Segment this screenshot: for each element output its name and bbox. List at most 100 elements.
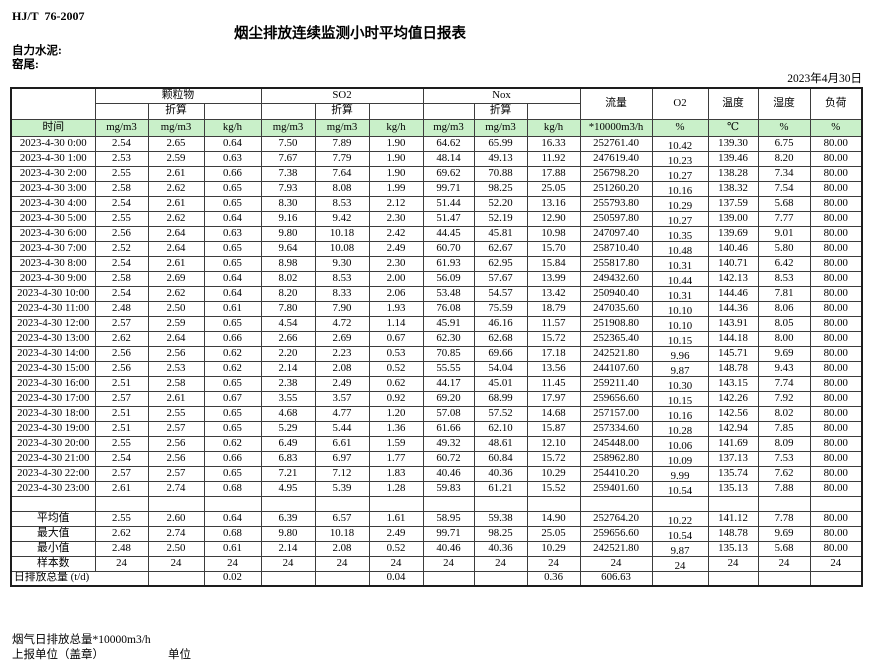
value-cell-text: 0.66 <box>223 451 242 464</box>
value-cell: 61.21 <box>473 480 528 497</box>
time-cell: 2023-4-30 13:00 <box>10 330 96 347</box>
value-cell: 259401.60 <box>579 480 653 497</box>
blank-cell <box>757 495 811 512</box>
unit-cell: mg/m3 <box>422 118 475 137</box>
value-cell-text: 8.00 <box>774 331 794 344</box>
value-cell-text: 40.46 <box>436 466 461 479</box>
value-cell: 251908.80 <box>579 315 653 332</box>
summary-value-cell: 2.48 <box>94 540 149 557</box>
value-cell-text: 2.57 <box>112 466 131 479</box>
value-cell: 51.47 <box>422 210 475 227</box>
value-cell-text: 8.02 <box>774 406 794 419</box>
value-cell: 80.00 <box>809 270 863 287</box>
value-cell-text: 60.70 <box>436 241 461 254</box>
value-cell-text: 4.72 <box>332 316 352 329</box>
value-cell-text: 0.65 <box>223 421 242 434</box>
value-cell-text: 69.62 <box>436 166 461 179</box>
time-cell-text: 2023-4-30 16:00 <box>17 376 90 389</box>
value-cell-text: 247035.60 <box>593 301 639 314</box>
summary-value-cell: 0.64 <box>203 510 262 527</box>
summary-value-cell: 2.49 <box>368 525 424 542</box>
summary-value-cell-text: 80.00 <box>823 541 848 554</box>
daily-total-value-cell <box>260 570 316 587</box>
converted-label-so2: 折算 <box>314 102 370 120</box>
value-cell-text: 2.14 <box>278 361 298 374</box>
value-cell: 60.84 <box>473 450 528 467</box>
value-cell: 69.20 <box>422 390 475 407</box>
footer-signature-line: 上报单位（盖章） 单位 <box>12 646 412 662</box>
value-cell: 0.67 <box>368 330 424 347</box>
summary-value-cell-text: 2.48 <box>112 541 131 554</box>
value-cell-text: 7.21 <box>278 466 298 479</box>
value-cell: 2.55 <box>94 435 149 452</box>
value-cell: 145.71 <box>707 345 759 362</box>
time-cell: 2023-4-30 22:00 <box>10 465 96 482</box>
value-cell: 61.66 <box>422 420 475 437</box>
value-cell: 2.08 <box>314 360 370 377</box>
value-cell: 247035.60 <box>579 300 653 317</box>
value-cell: 80.00 <box>809 240 863 257</box>
hour-row: 2023-4-30 23:00 2.61 2.74 0.68 4.95 5.39 1.28 5… <box>10 480 863 497</box>
value-cell: 54.04 <box>473 360 528 377</box>
value-cell-text: 17.88 <box>541 166 566 179</box>
value-cell: 0.65 <box>203 375 262 392</box>
value-cell: 2.62 <box>147 285 205 302</box>
value-cell-text: 13.99 <box>541 271 566 284</box>
value-cell-text: 144.18 <box>718 331 748 344</box>
value-cell: 2.54 <box>94 255 149 272</box>
value-cell: 49.13 <box>473 150 528 167</box>
hour-row: 2023-4-30 16:00 2.51 2.58 0.65 2.38 2.49 0.62 4… <box>10 375 863 392</box>
daily-total-label-cell-text: 日排放总量 (t/d) <box>14 571 90 584</box>
value-cell-text: 68.99 <box>488 391 513 404</box>
summary-value-cell-text: 24 <box>227 556 238 569</box>
time-cell-text: 2023-4-30 2:00 <box>19 166 87 179</box>
hour-row: 2023-4-30 6:00 2.56 2.64 0.63 9.80 10.18 2.42 4… <box>10 225 863 242</box>
daily-total-value-cell-text: 606.63 <box>601 571 631 584</box>
value-cell-text: 64.62 <box>436 136 461 149</box>
value-cell-text: 4.54 <box>278 316 298 329</box>
value-cell-text: 7.93 <box>278 181 298 194</box>
value-cell-text: 15.72 <box>541 331 566 344</box>
value-cell: 0.65 <box>203 465 262 482</box>
value-cell-text: 10.29 <box>541 466 566 479</box>
value-cell-text: 2.74 <box>166 481 186 494</box>
value-cell-text: 3.55 <box>278 391 298 404</box>
value-cell-text: 247097.40 <box>593 226 639 239</box>
value-cell-text: 143.15 <box>718 376 748 389</box>
daily-total-value-cell <box>422 570 475 587</box>
unit-cell: kg/h <box>526 118 581 137</box>
value-cell: 2.54 <box>94 195 149 212</box>
value-cell-text: 2.59 <box>166 316 186 329</box>
value-cell-text: 70.88 <box>488 166 513 179</box>
value-cell-text: 2.38 <box>278 376 298 389</box>
value-cell: 7.34 <box>757 165 811 182</box>
value-cell: 254410.20 <box>579 465 653 482</box>
value-cell: 7.38 <box>260 165 316 182</box>
summary-value-cell: 40.36 <box>473 540 528 557</box>
value-cell-text: 10.54 <box>667 484 693 496</box>
blank-cell <box>94 495 149 512</box>
value-cell: 80.00 <box>809 420 863 437</box>
time-cell-text: 2023-4-30 22:00 <box>17 466 90 479</box>
summary-value-cell: 9.69 <box>757 525 811 542</box>
value-cell-text: 4.95 <box>278 481 298 494</box>
value-cell: 8.53 <box>314 270 370 287</box>
value-cell: 2.49 <box>314 375 370 392</box>
value-cell-text: 2.64 <box>166 331 186 344</box>
value-cell-text: 10.44 <box>667 274 693 286</box>
daily-total-value-cell-text: 0.04 <box>386 571 406 584</box>
value-cell-text: 57.08 <box>436 406 461 419</box>
summary-value-cell: 24 <box>757 555 811 572</box>
value-cell: 139.46 <box>707 150 759 167</box>
hour-row: 2023-4-30 15:00 2.56 2.53 0.62 2.14 2.08 0.52 5… <box>10 360 863 377</box>
summary-value-cell: 252764.20 <box>579 510 653 527</box>
value-cell-text: 2.69 <box>166 271 186 284</box>
value-cell-text: 7.74 <box>774 376 794 389</box>
value-cell-text: 1.36 <box>386 421 406 434</box>
summary-label-cell-text: 最大值 <box>37 526 70 539</box>
value-cell: 10.30 <box>651 375 709 392</box>
summary-value-cell: 5.68 <box>757 540 811 557</box>
summary-value-cell-text: 2.49 <box>386 526 406 539</box>
value-cell: 7.54 <box>757 180 811 197</box>
value-cell: 15.84 <box>526 255 581 272</box>
